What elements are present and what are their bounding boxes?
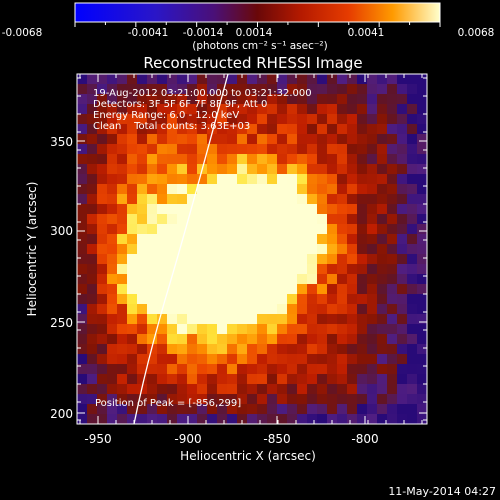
colorbar-unit-label: (photons cm⁻² s⁻¹ asec⁻²) <box>192 40 327 52</box>
info-detectors: Detectors: 3F 5F 6F 7F 8F 9F, Att 0 <box>93 99 267 110</box>
peak-position-label: Position of Peak = [-856,299] <box>95 398 241 409</box>
x-tick-label: -900 <box>174 432 201 446</box>
colorbar-tick-label: -0.0068 <box>2 27 43 39</box>
colorbar <box>74 2 441 23</box>
colorbar-ticks <box>74 22 441 27</box>
plot-title: Reconstructed RHESSI Image <box>143 54 362 72</box>
colorbar-tick-label: 0.0041 <box>348 27 385 39</box>
y-tick-label: 250 <box>50 316 73 330</box>
y-axis-label: Heliocentric Y (arcsec) <box>25 182 39 317</box>
x-tick-label: -800 <box>351 432 378 446</box>
rhessi-image <box>77 74 427 424</box>
colorbar-tick-label: 0.0068 <box>458 27 495 39</box>
x-tick-label: -850 <box>263 432 290 446</box>
solar-limb-line <box>133 74 229 424</box>
plot-frame <box>76 73 428 425</box>
heatmap-cells <box>77 74 427 424</box>
info-clean: Clean Total counts: 3.63E+03 <box>93 121 250 132</box>
y-tick-label: 350 <box>50 135 73 149</box>
axis-ticks <box>77 74 427 424</box>
x-axis-label: Heliocentric X (arcsec) <box>180 449 316 463</box>
colorbar-tick-label: -0.0041 <box>128 27 169 39</box>
info-time: 19-Aug-2012 03:21:00.000 to 03:21:32.000 <box>93 88 312 99</box>
x-tick-label: -950 <box>84 432 111 446</box>
y-tick-label: 200 <box>50 407 73 421</box>
y-tick-label: 300 <box>50 224 73 238</box>
colorbar-tick-label: 0.0014 <box>236 27 273 39</box>
footer-date: 11-May-2014 04:27 <box>388 485 496 498</box>
info-energy: Energy Range: 6.0 - 12.0 keV <box>93 110 239 121</box>
colorbar-tick-label: -0.0014 <box>183 27 224 39</box>
